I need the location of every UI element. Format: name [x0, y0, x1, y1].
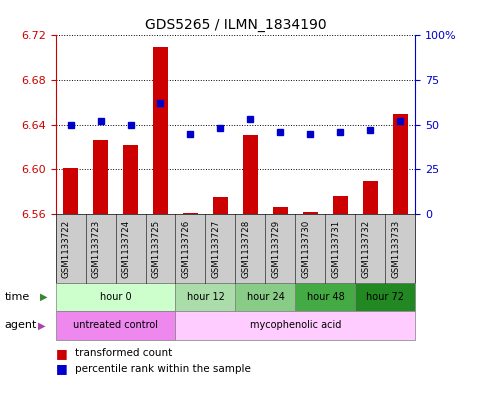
Text: mycophenolic acid: mycophenolic acid: [250, 320, 341, 331]
Bar: [363, 181, 378, 214]
Text: ■: ■: [56, 347, 67, 360]
Text: GSM1133729: GSM1133729: [271, 220, 281, 277]
Text: transformed count: transformed count: [75, 348, 172, 358]
Text: ■: ■: [56, 362, 67, 376]
Bar: [93, 140, 108, 214]
Bar: [63, 168, 78, 214]
Text: GSM1133725: GSM1133725: [152, 219, 160, 278]
Text: GSM1133728: GSM1133728: [242, 219, 251, 278]
Bar: [273, 208, 288, 214]
Text: GSM1133727: GSM1133727: [212, 219, 220, 278]
Text: hour 72: hour 72: [367, 292, 404, 302]
Bar: [153, 46, 168, 214]
Text: GSM1133723: GSM1133723: [91, 219, 100, 278]
Bar: [213, 197, 228, 214]
Text: GSM1133722: GSM1133722: [61, 219, 71, 278]
Text: hour 48: hour 48: [307, 292, 344, 302]
Text: untreated control: untreated control: [73, 320, 158, 331]
Text: hour 12: hour 12: [186, 292, 225, 302]
Bar: [183, 213, 198, 214]
Text: time: time: [5, 292, 30, 302]
Text: ▶: ▶: [38, 320, 45, 331]
Text: ▶: ▶: [40, 292, 47, 302]
Text: GSM1133726: GSM1133726: [182, 219, 190, 278]
Title: GDS5265 / ILMN_1834190: GDS5265 / ILMN_1834190: [144, 18, 327, 31]
Text: hour 24: hour 24: [246, 292, 284, 302]
Text: percentile rank within the sample: percentile rank within the sample: [75, 364, 251, 374]
Bar: [333, 196, 348, 214]
Bar: [303, 212, 318, 214]
Text: agent: agent: [5, 320, 37, 331]
Text: hour 0: hour 0: [99, 292, 131, 302]
Text: GSM1133724: GSM1133724: [122, 219, 130, 278]
Text: GSM1133731: GSM1133731: [331, 219, 341, 278]
Text: GSM1133730: GSM1133730: [301, 219, 311, 278]
Text: GSM1133733: GSM1133733: [391, 219, 400, 278]
Bar: [123, 145, 138, 214]
Text: GSM1133732: GSM1133732: [361, 219, 370, 278]
Bar: [393, 114, 408, 214]
Bar: [243, 135, 258, 214]
